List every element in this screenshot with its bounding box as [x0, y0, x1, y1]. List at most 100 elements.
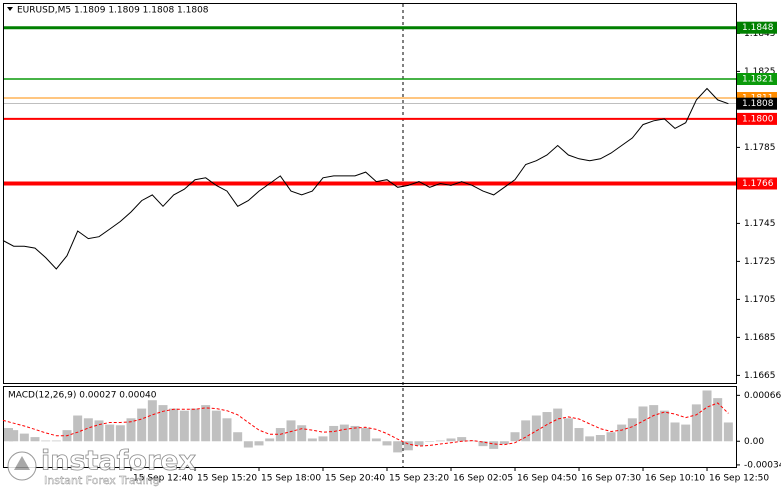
macd-bar	[169, 408, 179, 442]
macd-bar	[233, 432, 243, 442]
macd-bar	[318, 436, 328, 442]
macd-bar	[371, 438, 381, 442]
y-tick-label: 1.1725	[744, 257, 776, 267]
macd-bar	[41, 440, 51, 442]
price-title: EURUSD,M5 1.1809 1.1809 1.1808 1.1808	[17, 6, 209, 16]
macd-bar	[190, 408, 200, 442]
price-level-box	[737, 177, 777, 190]
macd-bar	[670, 422, 680, 442]
price-level-box	[737, 112, 777, 125]
macd-bar	[542, 412, 552, 442]
macd-bar	[286, 420, 296, 442]
x-tick-label: 15 Sep 12:40	[133, 474, 193, 484]
price-level-label: 1.1808	[742, 99, 774, 109]
macd-bar	[435, 440, 445, 442]
macd-bar	[51, 440, 61, 442]
macd-bar	[179, 410, 189, 442]
y-tick-label: -0.00034	[744, 460, 781, 470]
y-tick-label: 1.1845	[744, 29, 776, 39]
macd-bar	[105, 424, 115, 442]
macd-bar	[713, 398, 723, 442]
macd-bar	[265, 438, 275, 442]
macd-bar	[681, 424, 691, 442]
y-tick-label: 1.1705	[744, 295, 776, 305]
price-level-label: 1.1800	[742, 114, 774, 124]
macd-bar	[19, 433, 29, 442]
x-tick-label: 16 Sep 04:50	[517, 474, 577, 484]
macd-bar	[478, 441, 488, 447]
macd-bar	[297, 425, 307, 442]
watermark-tagline: Instant Forex Trading	[44, 474, 160, 487]
x-tick-label: 15 Sep 15:20	[197, 474, 257, 484]
macd-bar	[382, 441, 392, 446]
macd-bar	[9, 430, 19, 442]
macd-bar	[30, 437, 40, 442]
macd-bar	[510, 432, 520, 442]
macd-bar	[425, 441, 435, 442]
x-tick-label: 16 Sep 10:10	[645, 474, 705, 484]
watermark: instaforex Instant Forex Trading	[7, 445, 196, 487]
x-tick-label: 16 Sep 02:05	[453, 474, 513, 484]
macd-bar	[627, 418, 637, 442]
macd-bar	[73, 415, 83, 442]
x-tick-label: 15 Sep 18:00	[261, 474, 321, 484]
macd-bar	[329, 425, 339, 442]
price-level-label: 1.1766	[742, 179, 774, 189]
macd-bar	[521, 420, 531, 442]
price-level-box	[737, 21, 777, 34]
y-tick-label: 0.00	[744, 437, 764, 447]
x-tick-label: 16 Sep 12:50	[709, 474, 769, 484]
macd-bar	[563, 418, 573, 442]
macd-bar	[158, 405, 168, 442]
macd-bar	[574, 428, 584, 442]
macd-bar	[649, 405, 659, 442]
macd-bar	[606, 432, 616, 442]
x-tick-label: 16 Sep 07:30	[581, 474, 641, 484]
macd-bar	[414, 441, 424, 446]
x-tick-label: 15 Sep 23:20	[389, 474, 449, 484]
macd-bar	[201, 405, 211, 442]
macd-bar	[585, 436, 595, 442]
y-tick-label: 1.1825	[744, 67, 776, 77]
macd-bar	[350, 425, 360, 442]
macd-panel	[3, 386, 737, 468]
y-tick-label: 0.00066	[744, 391, 781, 401]
macd-bar	[211, 410, 221, 442]
macd-bar	[531, 415, 541, 442]
price-level-box	[737, 97, 777, 110]
macd-bar	[638, 406, 648, 442]
macd-bar	[147, 400, 157, 442]
y-tick-label: 1.1745	[744, 219, 776, 229]
macd-bar	[126, 418, 136, 442]
macd-bar	[393, 441, 403, 453]
macd-bar	[94, 420, 104, 442]
watermark-brand: instaforex	[41, 446, 196, 477]
macd-bar	[137, 408, 147, 442]
macd-bar	[457, 437, 467, 442]
macd-bar	[403, 441, 413, 451]
macd-bar	[659, 410, 669, 442]
macd-bar	[339, 424, 349, 442]
macd-bar	[254, 441, 264, 446]
y-tick-label: 1.1785	[744, 143, 776, 153]
macd-bar	[4, 428, 13, 442]
macd-bar	[595, 435, 605, 442]
macd-bar	[222, 418, 232, 442]
macd-bar	[446, 438, 456, 442]
macd-bar	[243, 441, 253, 448]
macd-bar	[499, 441, 509, 445]
plot-layer: 1.1845 1.1825 1.1785 1.1745 1.1725 1.1705 1.16…	[2, 21, 781, 484]
macd-bar	[489, 441, 499, 449]
macd-bar	[723, 422, 733, 442]
price-line	[2, 87, 729, 270]
price-level-label: 1.1848	[742, 23, 774, 33]
y-tick-label: 1.1685	[744, 333, 776, 343]
macd-bar	[83, 418, 93, 442]
macd-bar	[553, 408, 563, 442]
macd-bar	[617, 424, 627, 442]
macd-bar	[361, 428, 371, 442]
symbol-menu-icon	[7, 7, 13, 11]
macd-title: MACD(12,26,9) 0.00027 0.00040	[8, 391, 157, 401]
